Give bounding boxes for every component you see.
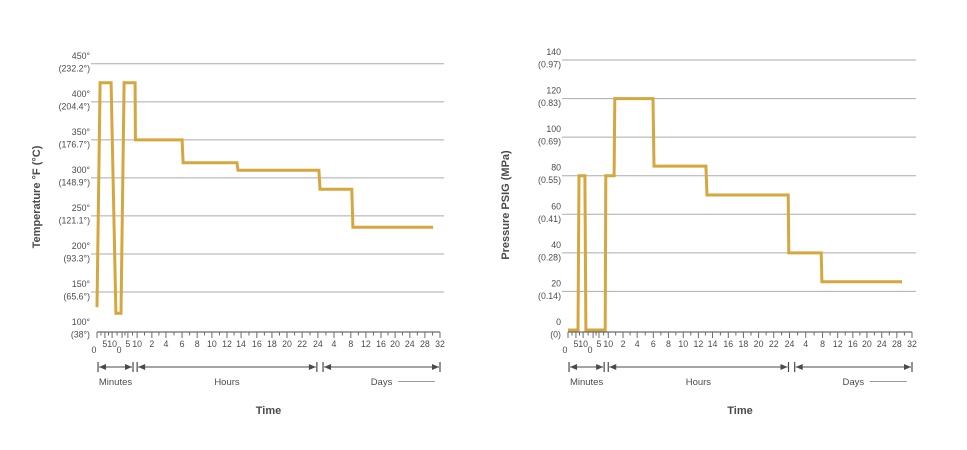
y-tick-label: 20 (0.14) — [538, 278, 561, 301]
x-tick-label: 20 — [754, 339, 764, 349]
section-label: Days — [843, 377, 865, 388]
x-tick-label: 8 — [195, 339, 200, 349]
x-tick-label: 12 — [361, 339, 371, 349]
x-tick-label: 22 — [769, 339, 779, 349]
bracket-arrow-right — [308, 364, 316, 370]
x-tick-label: 0 — [588, 345, 593, 355]
x-tick-label: 22 — [297, 339, 307, 349]
x-tick-label: 0 — [117, 345, 122, 355]
x-tick-label: 8 — [348, 339, 353, 349]
y-axis-title: Temperature °F (°C) — [31, 145, 43, 248]
y-tick-label: 60 (0.41) — [538, 201, 561, 224]
y-tick-label: 400° (204.4°) — [59, 89, 90, 112]
x-tick-label: 18 — [267, 339, 277, 349]
x-tick-label: 5 — [597, 339, 602, 349]
x-tick-label: 20 — [390, 339, 400, 349]
x-tick-label: 16 — [723, 339, 733, 349]
bracket-arrow-left — [99, 364, 107, 370]
x-tick-label: 6 — [651, 339, 656, 349]
x-tick-label: 32 — [435, 339, 445, 349]
pressure-chart: 140 (0.97) 120 (0.83) 100 (0.69) 80 (0.55) 60 (0.… — [484, 0, 967, 450]
temperature-chart-canvas: 450° (232.2°) 400° (204.4°) 350° (176.7°) 300°… — [31, 51, 445, 417]
x-tick-label: 10 — [578, 339, 588, 349]
y-tick-label: 0 (0) — [550, 317, 561, 340]
y-tick-label: 350° (176.7°) — [59, 127, 90, 150]
section-label: Hours — [214, 377, 240, 388]
x-tick-label: 20 — [282, 339, 292, 349]
x-tick-label: 4 — [332, 339, 337, 349]
x-tick-label: 14 — [708, 339, 718, 349]
temperature-chart: 450° (232.2°) 400° (204.4°) 350° (176.7°) 300°… — [0, 0, 483, 450]
x-tick-label: 8 — [666, 339, 671, 349]
x-tick-label: 5 — [573, 339, 578, 349]
y-tick-label: 250° (121.1°) — [59, 203, 90, 226]
cycle-step-line — [95, 81, 434, 315]
y-tick-label: 300° (148.9°) — [59, 165, 90, 188]
x-tick-label: 10 — [678, 339, 688, 349]
x-tick-label: 0 — [92, 345, 97, 355]
y-tick-label: 120 (0.83) — [538, 86, 561, 109]
y-tick-label: 200° (93.3°) — [64, 241, 91, 264]
x-tick-label: 4 — [635, 339, 640, 349]
x-tick-label: 24 — [313, 339, 323, 349]
bracket-arrow-left — [795, 364, 803, 370]
x-tick-label: 24 — [877, 339, 887, 349]
x-tick-label: 14 — [236, 339, 246, 349]
x-tick-label: 10 — [603, 339, 613, 349]
x-axis-title: Time — [256, 405, 281, 417]
x-tick-label: 0 — [563, 345, 568, 355]
bracket-arrow-left — [324, 364, 332, 370]
bracket-arrow-right — [596, 364, 604, 370]
x-tick-label: 12 — [222, 339, 232, 349]
y-tick-label: 100° (38°) — [71, 317, 90, 340]
bracket-arrow-left — [609, 364, 617, 370]
y-tick-label: 150° (65.6°) — [64, 279, 91, 302]
x-tick-label: 6 — [180, 339, 185, 349]
x-tick-label: 5 — [125, 339, 130, 349]
y-tick-label: 140 (0.97) — [538, 47, 561, 70]
pressure-chart-canvas: 140 (0.97) 120 (0.83) 100 (0.69) 80 (0.55) 60 (0.… — [500, 47, 917, 417]
y-axis-title: Pressure PSIG (MPa) — [500, 150, 512, 260]
x-tick-label: 12 — [833, 339, 843, 349]
x-tick-label: 4 — [163, 339, 168, 349]
bracket-arrow-left — [570, 364, 578, 370]
x-tick-label: 4 — [803, 339, 808, 349]
section-label: Minutes — [570, 377, 604, 388]
cycle-step-line — [568, 97, 902, 332]
bracket-arrow-right — [904, 364, 911, 370]
y-tick-label: 100 (0.69) — [538, 124, 561, 147]
section-label: Minutes — [99, 377, 133, 388]
x-tick-label: 18 — [739, 339, 749, 349]
bracket-arrow-left — [138, 364, 146, 370]
x-tick-label: 24 — [785, 339, 795, 349]
x-tick-label: 24 — [405, 339, 415, 349]
x-tick-label: 32 — [907, 339, 917, 349]
x-tick-label: 28 — [420, 339, 430, 349]
bracket-arrow-right — [780, 364, 788, 370]
section-label: Hours — [686, 377, 712, 388]
x-tick-label: 10 — [207, 339, 217, 349]
x-tick-label: 20 — [862, 339, 872, 349]
x-axis-title: Time — [727, 405, 752, 417]
y-tick-label: 80 (0.55) — [538, 163, 561, 186]
x-tick-label: 16 — [252, 339, 262, 349]
x-tick-label: 28 — [892, 339, 902, 349]
x-tick-label: 5 — [102, 339, 107, 349]
bracket-arrow-right — [432, 364, 439, 370]
section-label: Days — [371, 377, 393, 388]
x-tick-label: 8 — [820, 339, 825, 349]
x-tick-label: 10 — [132, 339, 142, 349]
y-tick-label: 450° (232.2°) — [59, 51, 90, 74]
x-tick-label: 2 — [149, 339, 154, 349]
y-tick-label: 40 (0.28) — [538, 240, 561, 263]
x-tick-label: 10 — [107, 339, 117, 349]
x-tick-label: 12 — [693, 339, 703, 349]
bracket-arrow-right — [125, 364, 133, 370]
x-tick-label: 16 — [376, 339, 386, 349]
x-tick-label: 16 — [848, 339, 858, 349]
x-tick-label: 2 — [621, 339, 626, 349]
